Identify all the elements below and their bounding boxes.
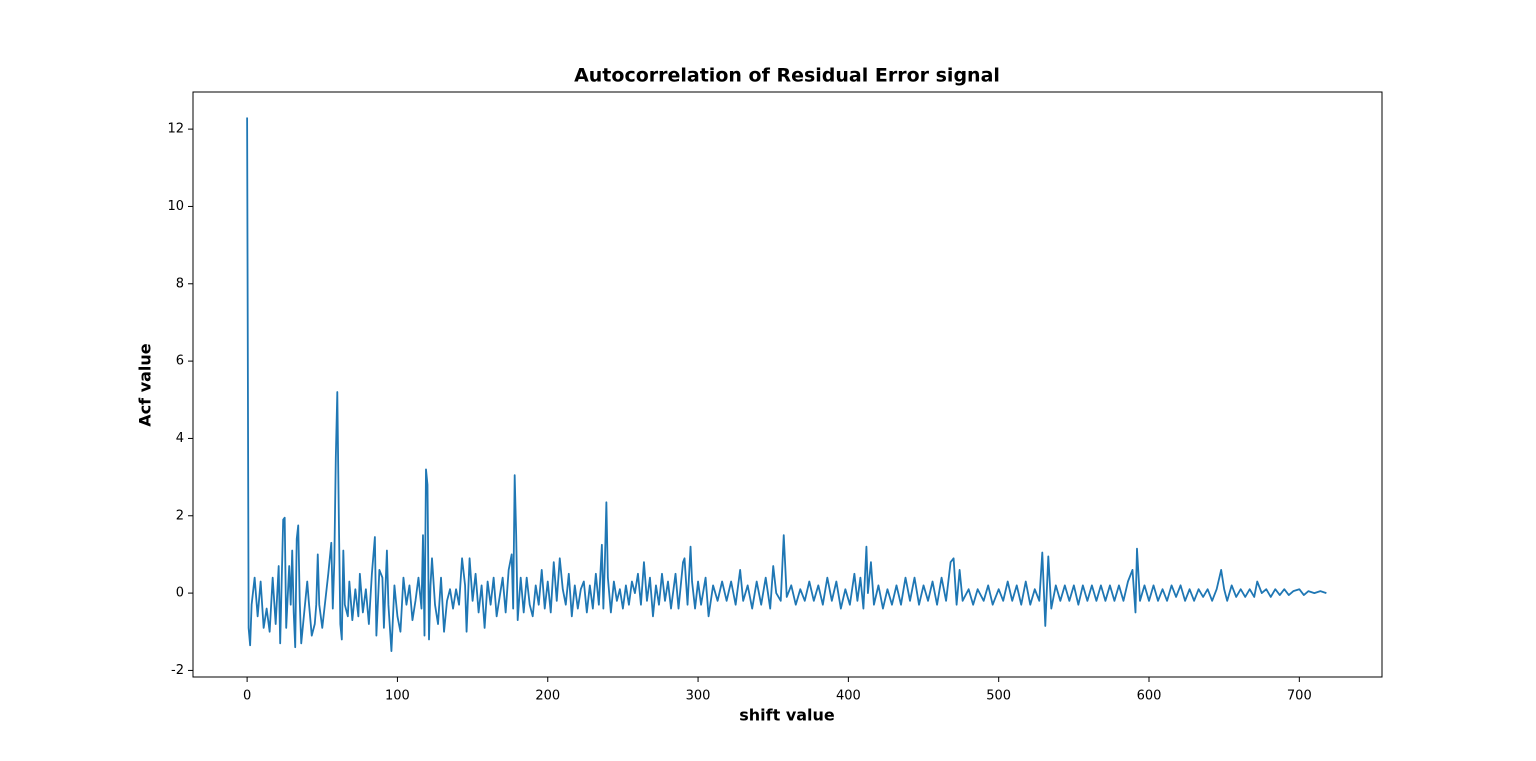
plot-frame	[192, 91, 1383, 678]
x-tick-label: 0	[243, 689, 251, 704]
chart-title: Autocorrelation of Residual Error signal	[574, 65, 1000, 87]
x-tick-label: 500	[986, 689, 1011, 704]
y-tick-label: 12	[167, 122, 184, 137]
x-tick-label: 400	[836, 689, 861, 704]
x-tick-label: 100	[385, 689, 410, 704]
data-line	[246, 117, 1327, 652]
y-tick-label: -2	[171, 663, 184, 678]
y-tick-label: 6	[176, 354, 184, 369]
x-tick-label: 600	[1137, 689, 1162, 704]
x-tick-label: 200	[535, 689, 560, 704]
y-tick-label: 4	[176, 431, 184, 446]
x-tick-label: 700	[1287, 689, 1312, 704]
y-tick-label: 10	[167, 199, 184, 214]
y-tick-label: 2	[176, 508, 184, 523]
y-tick-label: 0	[176, 586, 184, 601]
x-axis-label: shift value	[739, 706, 835, 725]
y-tick-label: 8	[176, 276, 184, 291]
x-tick-label: 300	[686, 689, 711, 704]
y-axis-label: Acf value	[136, 343, 155, 427]
